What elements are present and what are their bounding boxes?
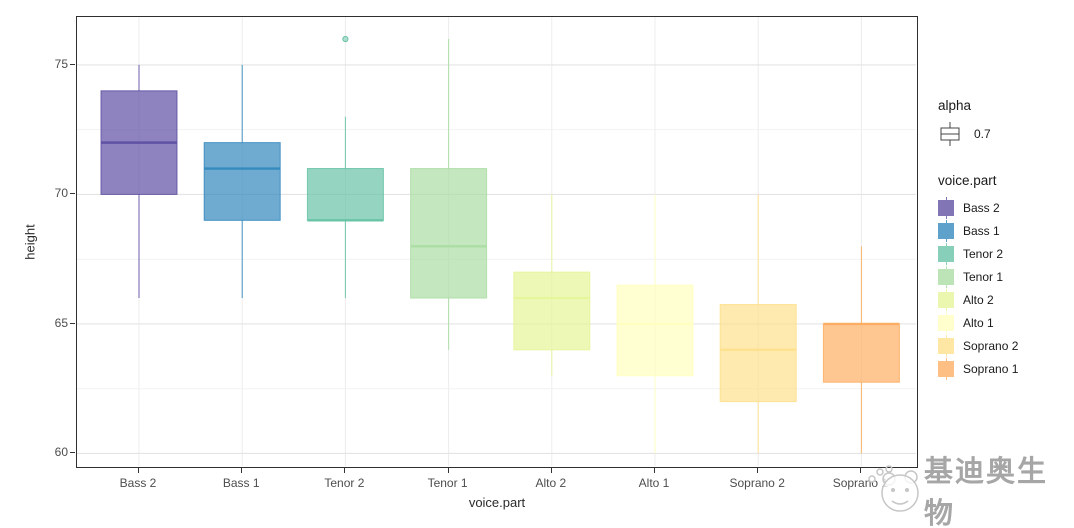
watermark-logo-icon — [868, 465, 919, 512]
legend-key-whisker — [945, 353, 947, 357]
x-tick-mark — [344, 468, 346, 473]
legend-item-label: Bass 1 — [963, 223, 1000, 238]
x-tick-mark — [654, 468, 655, 473]
box-soprano-2 — [719, 304, 797, 403]
y-tick-mark — [70, 193, 75, 195]
legend-key-whisker — [945, 265, 947, 269]
legend-items: Bass 2 Bass 1 Tenor 2 Tenor 1 Alto 2 Alto 1 So… — [938, 196, 1070, 380]
legend: alpha 0.7 voice.part Bass 2 Bass 1 Tenor 2… — [938, 98, 1070, 380]
x-tick-label: Bass 1 — [222, 476, 260, 490]
legend-key-whisker — [945, 238, 947, 242]
legend-key-swatch — [938, 242, 954, 265]
legend-key-swatch — [938, 311, 954, 334]
box-alto-2 — [513, 271, 591, 351]
legend-key-swatch — [938, 219, 954, 242]
legend-key-whisker — [945, 357, 947, 361]
legend-key-whisker — [945, 288, 947, 292]
watermark-text: 基迪奥生物 — [923, 456, 1048, 528]
box-tenor-1 — [410, 168, 488, 299]
legend-item-soprano-2: Soprano 2 — [938, 334, 1070, 357]
legend-alpha-key: 0.7 — [938, 121, 1070, 147]
legend-voicepart-title: voice.part — [938, 173, 997, 188]
x-tick-mark — [138, 468, 139, 473]
legend-key-whisker — [945, 307, 947, 311]
y-tick-mark — [70, 322, 75, 324]
box-tenor-2 — [306, 168, 384, 221]
x-tick-label: Alto 1 — [638, 476, 670, 490]
y-tick-label: 65 — [54, 315, 68, 330]
y-tick-label: 70 — [54, 186, 68, 201]
legend-item-label: Soprano 2 — [963, 338, 1019, 353]
y-tick-mark — [70, 452, 75, 454]
legend-key-whisker — [945, 242, 947, 246]
legend-key-whisker — [945, 376, 947, 380]
y-axis-title: height — [22, 224, 38, 260]
legend-alpha-value: 0.7 — [974, 127, 991, 141]
boxplot-key-icon — [940, 122, 960, 146]
legend-item-label: Bass 2 — [963, 200, 1000, 215]
box-alto-1 — [616, 284, 694, 377]
box-bass-1 — [203, 142, 281, 221]
x-tick-mark — [860, 468, 862, 473]
x-tick-mark — [550, 468, 552, 473]
legend-key-whisker — [945, 311, 947, 315]
legend-key-whisker — [945, 196, 947, 200]
legend-key-whisker — [945, 261, 947, 265]
legend-item-label: Soprano 1 — [963, 361, 1019, 376]
x-axis-title: voice.part — [468, 495, 526, 510]
legend-item-bass-2: Bass 2 — [938, 196, 1070, 219]
x-tick-label: Tenor 2 — [324, 476, 365, 490]
legend-key-whisker — [945, 334, 947, 338]
legend-item-label: Alto 2 — [963, 292, 994, 307]
x-tick-label: Alto 2 — [535, 476, 567, 490]
legend-item-label: Tenor 2 — [963, 246, 1004, 261]
legend-alpha-title: alpha — [938, 98, 972, 113]
legend-key-swatch — [938, 357, 954, 380]
x-tick-mark — [447, 468, 449, 473]
legend-item-tenor-1: Tenor 1 — [938, 265, 1070, 288]
legend-key-whisker — [945, 219, 947, 223]
legend-item-label: Alto 1 — [963, 315, 994, 330]
legend-item-soprano-1: Soprano 1 — [938, 357, 1070, 380]
x-tick-label: Bass 2 — [119, 476, 157, 490]
legend-key-swatch — [938, 288, 954, 311]
legend-item-alto-1: Alto 1 — [938, 311, 1070, 334]
x-tick-label: Tenor 1 — [427, 476, 468, 490]
legend-item-tenor-2: Tenor 2 — [938, 242, 1070, 265]
legend-item-bass-1: Bass 1 — [938, 219, 1070, 242]
y-tick-mark — [70, 63, 75, 65]
x-tick-mark — [241, 468, 243, 473]
legend-key-swatch — [938, 196, 954, 219]
legend-key-whisker — [945, 284, 947, 288]
legend-key-swatch — [938, 265, 954, 288]
boxplot-canvas — [77, 17, 916, 466]
legend-item-alto-2: Alto 2 — [938, 288, 1070, 311]
legend-key-whisker — [945, 330, 947, 334]
y-tick-label: 75 — [54, 56, 68, 71]
box-soprano-1 — [822, 323, 900, 383]
plot-panel — [76, 16, 918, 468]
y-tick-label: 60 — [54, 445, 68, 460]
legend-key-whisker — [945, 215, 947, 219]
legend-item-label: Tenor 1 — [963, 269, 1004, 284]
x-tick-label: Soprano 2 — [729, 476, 785, 490]
legend-key-swatch — [938, 334, 954, 357]
outlier-point — [342, 35, 349, 43]
watermark: 基迪奥生物 — [862, 448, 1074, 528]
x-tick-mark — [757, 468, 759, 473]
